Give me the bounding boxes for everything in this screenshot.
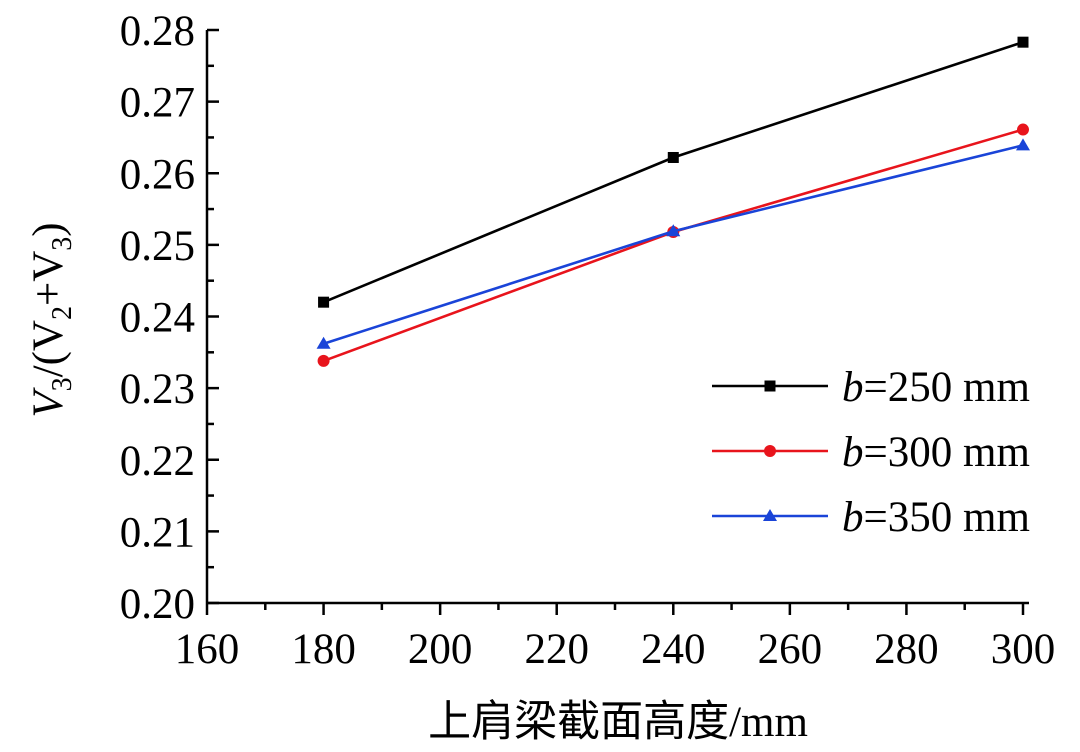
data-point xyxy=(316,336,331,349)
legend-label: b=250 mm xyxy=(842,364,1030,411)
y-title-close: ) xyxy=(25,222,72,236)
y-tick-label: 0.27 xyxy=(120,80,195,127)
legend-label: b=350 mm xyxy=(842,494,1030,541)
y-axis-title: V3/(V2+V3) xyxy=(25,222,78,417)
x-tick-labels: 160 180 200 220 240 260 280 300 xyxy=(175,626,1056,673)
data-point xyxy=(1016,138,1030,151)
x-tick-label: 260 xyxy=(758,626,823,673)
x-tick-label: 220 xyxy=(524,626,589,673)
y-tick-label: 0.22 xyxy=(120,438,195,485)
x-axis-title: 上肩梁截面高度/mm xyxy=(428,698,808,746)
y-tick-label: 0.20 xyxy=(120,581,195,628)
y-tick-label: 0.26 xyxy=(120,151,195,198)
legend-marker xyxy=(764,445,776,457)
y-title-mid: /(V xyxy=(25,320,72,377)
series-line xyxy=(323,128,1024,363)
series-1 xyxy=(318,36,1029,308)
x-tick-label: 180 xyxy=(291,626,356,673)
series-line xyxy=(323,144,1024,345)
y-title-plus: +V xyxy=(25,251,72,306)
legend-marker xyxy=(764,380,776,392)
legend-item: b=300 mm xyxy=(712,429,1030,476)
x-tick-label: 280 xyxy=(874,626,939,673)
x-tick-label: 160 xyxy=(175,626,240,673)
data-point xyxy=(1017,123,1029,136)
series-layer xyxy=(316,36,1030,367)
svg-text:V3/(V2+V3): V3/(V2+V3) xyxy=(25,222,78,417)
y-tick-label: 0.25 xyxy=(120,223,195,270)
data-point xyxy=(1017,36,1029,48)
y-tick-label: 0.24 xyxy=(120,295,195,342)
x-tick-label: 240 xyxy=(641,626,706,673)
data-point xyxy=(666,224,681,237)
x-tick-label: 200 xyxy=(408,626,473,673)
legend-item: b=350 mm xyxy=(712,494,1030,541)
y-tick-labels: 0.20 0.21 0.22 0.23 0.24 0.25 0.26 0.27 0.28 xyxy=(120,8,195,628)
legend: b=250 mm b=300 mm b=350 mm xyxy=(712,364,1030,541)
legend-label: b=300 mm xyxy=(842,429,1030,476)
y-title-sub2: 2 xyxy=(47,306,78,320)
y-title-v3: V xyxy=(25,387,72,418)
data-point xyxy=(317,354,330,367)
data-point xyxy=(667,151,679,163)
legend-item: b=250 mm xyxy=(712,364,1030,411)
series-3 xyxy=(316,138,1030,349)
y-tick-label: 0.21 xyxy=(120,509,195,556)
y-title-sub3b: 3 xyxy=(47,237,78,251)
legend-marker xyxy=(763,509,777,521)
y-title-sub3: 3 xyxy=(47,377,78,391)
x-tick-label: 300 xyxy=(991,626,1056,673)
y-tick-label: 0.23 xyxy=(120,366,195,413)
data-point xyxy=(318,296,330,308)
y-tick-label: 0.28 xyxy=(120,8,195,55)
